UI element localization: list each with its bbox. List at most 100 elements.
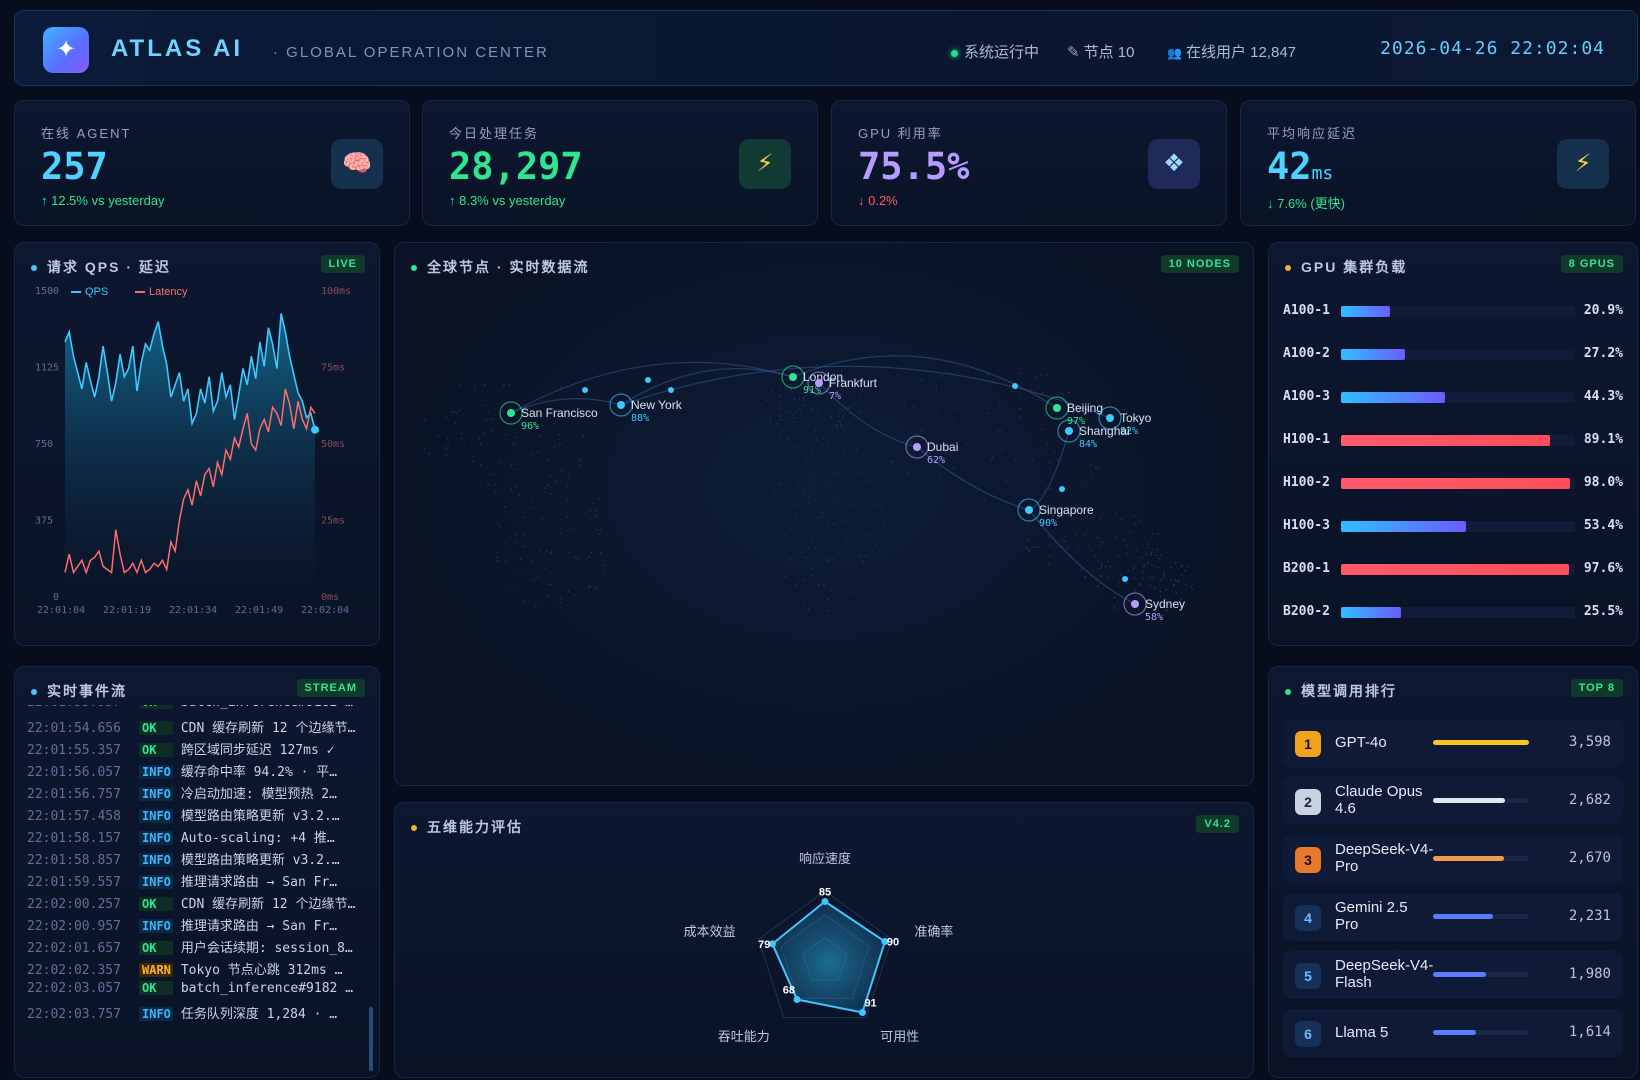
y-right-tick: 100ms — [321, 286, 351, 297]
event-timestamp: 22:02:02.357 — [27, 963, 121, 978]
map-dot — [833, 372, 836, 375]
radar-grid — [757, 890, 893, 1019]
map-dot — [586, 410, 589, 412]
model-row[interactable]: 3 DeepSeek-V4-Pro 2,670 — [1283, 835, 1623, 883]
kpi-value-number: 42 — [1267, 145, 1312, 188]
event-log[interactable]: 22:01:53.957OK batch_inference#9182 … 22:… — [15, 705, 367, 1077]
map-dot — [1137, 597, 1140, 600]
event-scrollbar[interactable] — [369, 1007, 373, 1071]
map-dot — [794, 411, 797, 413]
map-dot — [591, 502, 594, 504]
map-dot — [1165, 589, 1168, 591]
map-dot — [1129, 531, 1132, 534]
map-dot — [1144, 612, 1147, 615]
map-dot — [796, 372, 799, 375]
map-dot — [510, 488, 512, 491]
map-dot — [550, 551, 553, 554]
map-dot — [829, 374, 832, 377]
map-dot — [459, 384, 462, 387]
model-rank-badge: 1 — [1295, 731, 1321, 757]
map-dot — [1074, 533, 1077, 535]
event-level-badge: INFO — [139, 1007, 173, 1021]
event-row: 22:01:53.957OK batch_inference#9182 … — [27, 705, 353, 710]
model-row[interactable]: 1 GPT-4o 3,598 — [1283, 719, 1623, 767]
gpu-percent: 27.2% — [1583, 346, 1623, 361]
map-dot — [827, 598, 830, 601]
map-dot — [799, 448, 802, 451]
node-percent: 7% — [829, 391, 841, 402]
map-dot — [595, 587, 598, 590]
map-dot — [496, 522, 499, 525]
model-row[interactable]: 2 Claude Opus 4.6 2,682 — [1283, 777, 1623, 825]
node-name: Tokyo — [1120, 411, 1152, 425]
node-ring — [609, 393, 633, 417]
map-dot — [1162, 577, 1164, 579]
map-dot — [1027, 548, 1030, 551]
map-dot — [773, 492, 776, 495]
model-row[interactable]: 5 DeepSeek-V4-Flash 1,980 — [1283, 951, 1623, 999]
map-dot — [1166, 609, 1169, 612]
map-dot — [802, 602, 805, 604]
event-row: 22:02:03.757 INFO 任务队列深度 1,284 · … — [27, 1003, 337, 1022]
map-dot — [1107, 561, 1110, 563]
map-dot — [478, 437, 481, 440]
map-dot — [1066, 547, 1069, 550]
map-dot — [1053, 450, 1056, 453]
map-dot — [1176, 580, 1179, 583]
map-dot — [797, 581, 800, 583]
map-dot — [827, 559, 830, 562]
map-dot — [1094, 555, 1096, 558]
map-dot — [827, 609, 830, 612]
map-dot — [798, 407, 801, 410]
event-message: batch_inference#9182 … — [181, 705, 353, 710]
map-dot — [599, 529, 602, 531]
map-dot — [838, 551, 841, 554]
map-dot — [810, 450, 813, 452]
event-level-badge: INFO — [139, 809, 173, 823]
map-dot — [817, 584, 820, 586]
map-dot — [825, 558, 827, 561]
map-dot — [1173, 584, 1175, 587]
map-dot — [497, 559, 499, 562]
map-dot — [920, 429, 923, 432]
map-dot — [1162, 573, 1165, 576]
map-dot — [541, 424, 544, 427]
map-dot — [847, 407, 850, 409]
map-dot — [937, 412, 940, 415]
map-dot — [603, 572, 606, 575]
map-dot — [828, 529, 831, 532]
model-row[interactable]: 6 Llama 5 1,614 — [1283, 1009, 1623, 1057]
map-dot — [445, 448, 448, 450]
map-dot — [837, 420, 840, 422]
model-row[interactable]: 4 Gemini 2.5 Pro 2,231 — [1283, 893, 1623, 941]
data-flow-arc — [1028, 430, 1070, 511]
map-dot — [793, 417, 796, 420]
data-packet — [1122, 576, 1128, 582]
node-ring — [1057, 419, 1081, 443]
map-dot — [523, 413, 525, 415]
gpu-name: H100-1 — [1283, 432, 1330, 447]
map-dot — [1088, 546, 1091, 548]
map-dot — [839, 375, 841, 378]
map-dot — [948, 371, 951, 374]
map-dot — [1061, 393, 1064, 395]
map-dot — [589, 509, 592, 512]
kpi-label: 平均响应延迟 — [1267, 126, 1358, 141]
map-dot — [801, 551, 803, 553]
map-dot — [1120, 518, 1123, 521]
map-dot — [1134, 589, 1137, 592]
map-dot — [835, 423, 838, 426]
map-dot — [821, 370, 824, 373]
map-dot — [845, 383, 848, 386]
map-dot — [1000, 428, 1003, 431]
map-dot — [814, 487, 817, 489]
